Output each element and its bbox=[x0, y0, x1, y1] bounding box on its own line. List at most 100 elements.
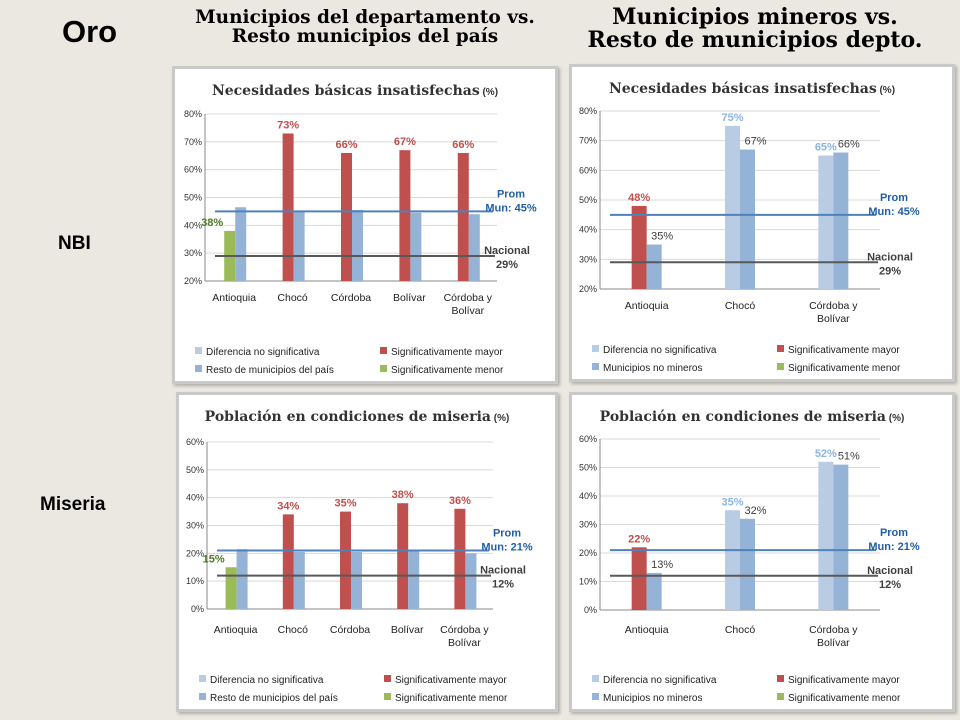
legend-swatch bbox=[777, 675, 784, 682]
bar-series-1 bbox=[468, 214, 480, 281]
bar-series-0 bbox=[454, 508, 466, 609]
data-label-series-0: 15% bbox=[203, 553, 225, 565]
data-label-series-0: 38% bbox=[392, 489, 414, 501]
chart-title: Población en condiciones de miseria (%) bbox=[205, 409, 510, 425]
slide-title: Oro bbox=[62, 14, 118, 49]
chart-title-unit: (%) bbox=[480, 87, 498, 98]
bar-series-1 bbox=[740, 518, 755, 610]
reference-label-line: Prom bbox=[493, 528, 521, 540]
bar-series-0 bbox=[225, 567, 237, 609]
legend-swatch bbox=[592, 693, 599, 700]
data-label-series-0: 35% bbox=[334, 498, 356, 510]
legend-swatch bbox=[199, 675, 206, 682]
legend-entry: Significativamente mayor bbox=[391, 347, 503, 358]
x-category-label-line: Chocó bbox=[278, 624, 309, 636]
nacional-label: Nacional 12% bbox=[867, 565, 913, 591]
legend-swatch bbox=[592, 345, 599, 352]
column-header-left-line1: Municipios del departamento vs. bbox=[195, 7, 535, 28]
bar-series-1 bbox=[410, 212, 422, 281]
x-category-label-line: Bolívar bbox=[391, 624, 424, 636]
legend-entry: Significativamente menor bbox=[788, 363, 901, 374]
bar-series-1 bbox=[293, 551, 305, 609]
x-category-label-line: Córdoba y bbox=[809, 624, 858, 636]
legend-swatch bbox=[195, 347, 202, 354]
y-tick-label: 10% bbox=[186, 576, 204, 586]
column-header-left: Municipios del departamento vs. Resto mu… bbox=[170, 8, 560, 47]
x-category-label: Chocó bbox=[277, 292, 308, 304]
x-category-label: Córdoba y Bolívar bbox=[440, 624, 489, 649]
column-header-left-line2: Resto municipios del país bbox=[231, 26, 499, 48]
y-tick-label: 50% bbox=[186, 465, 204, 475]
legend-entry: Significativamente mayor bbox=[788, 675, 900, 686]
data-label-series-0: 52% bbox=[815, 448, 837, 460]
x-category-label-line: Córdoba bbox=[331, 292, 371, 304]
x-category-label: Chocó bbox=[278, 624, 309, 636]
y-tick-label: 10% bbox=[579, 577, 597, 587]
data-label-series-0: 73% bbox=[277, 119, 299, 131]
y-tick-label: 80% bbox=[184, 109, 202, 119]
bar-series-1 bbox=[465, 553, 477, 609]
y-tick-label: 20% bbox=[184, 276, 202, 286]
chart-panel-nbi-mineros: Necesidades básicas insatisfechas (%) 20%… bbox=[569, 64, 955, 382]
row-label-miseria: Miseria bbox=[40, 494, 106, 515]
y-tick-label: 30% bbox=[186, 521, 204, 531]
x-category-label: Antioquia bbox=[212, 292, 256, 304]
legend-entry: Significativamente mayor bbox=[788, 345, 900, 356]
x-category-label: Chocó bbox=[725, 300, 756, 312]
bar-series-0 bbox=[818, 155, 834, 289]
y-tick-label: 60% bbox=[579, 165, 597, 175]
y-tick-label: 40% bbox=[579, 225, 597, 235]
y-tick-label: 50% bbox=[579, 195, 597, 205]
bar-series-1 bbox=[352, 210, 363, 281]
reference-label-line: Nacional bbox=[867, 565, 913, 577]
y-tick-label: 60% bbox=[186, 437, 204, 447]
x-category-label-line: Antioquia bbox=[625, 300, 669, 312]
x-category-label-line: Bolívar bbox=[451, 305, 484, 317]
data-label-series-0: 66% bbox=[452, 139, 474, 151]
legend-entry: Significativamente menor bbox=[391, 365, 504, 376]
legend-entry: Significativamente menor bbox=[788, 693, 901, 704]
chart-nbi-mineros: Necesidades básicas insatisfechas (%) 20%… bbox=[579, 81, 920, 374]
x-category-label: Chocó bbox=[725, 624, 756, 636]
chart-miseria-mineros: Población en condiciones de miseria (%) 0… bbox=[579, 409, 920, 704]
nacional-label: Nacional 29% bbox=[484, 245, 530, 271]
reference-label-line: 29% bbox=[879, 265, 901, 277]
bar-series-1 bbox=[833, 152, 849, 289]
data-label-series-0: 65% bbox=[815, 142, 837, 154]
x-category-label-line: Bolívar bbox=[448, 637, 481, 649]
bar-series-0 bbox=[457, 152, 469, 281]
column-header-right: Municipios mineros vs. Resto de municipi… bbox=[560, 5, 950, 52]
chart-title-unit: (%) bbox=[491, 413, 509, 424]
data-label-series-0: 38% bbox=[201, 217, 223, 229]
legend-swatch bbox=[380, 347, 387, 354]
reference-label-line: Mun: 45% bbox=[485, 202, 537, 214]
x-category-label-line: Córdoba y bbox=[444, 292, 493, 304]
bar-series-0 bbox=[397, 503, 409, 609]
legend-entry: Significativamente menor bbox=[395, 693, 508, 704]
x-category-label-line: Antioquia bbox=[212, 292, 256, 304]
chart-title: Necesidades básicas insatisfechas (%) bbox=[609, 81, 895, 97]
legend-swatch bbox=[199, 693, 206, 700]
x-category-label-line: Antioquia bbox=[214, 624, 258, 636]
bar-series-1 bbox=[235, 207, 247, 281]
chart-title-unit: (%) bbox=[877, 85, 895, 96]
legend-entry: Diferencia no significativa bbox=[603, 345, 717, 356]
chart-panel-nbi-departamento: Necesidades básicas insatisfechas (%) 20%… bbox=[172, 66, 558, 384]
x-category-label: Córdoba y Bolívar bbox=[809, 300, 858, 325]
x-category-label-line: Córdoba y bbox=[809, 300, 858, 312]
prom-mun-label: Prom Mun: 21% bbox=[868, 527, 920, 553]
reference-label-line: Mun: 21% bbox=[868, 541, 920, 553]
bar-series-1 bbox=[646, 572, 662, 610]
chart-nbi-departamento: Necesidades básicas insatisfechas (%) 20%… bbox=[184, 83, 537, 376]
legend-swatch bbox=[592, 675, 599, 682]
data-label-series-1: 67% bbox=[744, 136, 766, 148]
data-label-series-0: 67% bbox=[394, 136, 416, 148]
x-category-label: Bolívar bbox=[391, 624, 424, 636]
data-label-series-0: 75% bbox=[721, 112, 743, 124]
bar-series-1 bbox=[408, 550, 420, 609]
legend-swatch bbox=[592, 363, 599, 370]
bar-series-0 bbox=[282, 514, 294, 609]
legend-entry: Diferencia no significativa bbox=[603, 675, 717, 686]
reference-label-line: Mun: 21% bbox=[481, 542, 533, 554]
reference-label-line: Nacional bbox=[484, 245, 530, 257]
